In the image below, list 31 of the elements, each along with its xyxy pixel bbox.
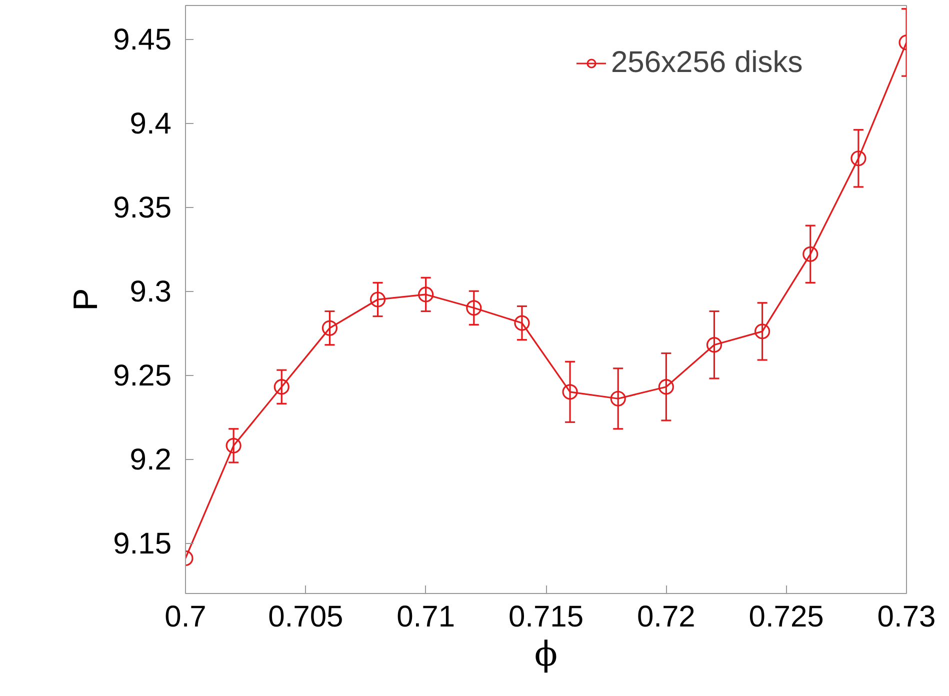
point: [370, 292, 386, 308]
x-tick-label: 0.725: [748, 600, 824, 634]
point: [802, 246, 818, 262]
y-axis-title: P: [67, 288, 106, 311]
x-tick-label: 0.7: [164, 600, 206, 634]
legend-label: 256x256 disks: [611, 46, 803, 80]
x-axis-title: ϕ: [534, 634, 558, 674]
x-tick-label: 0.705: [268, 600, 344, 634]
point: [706, 337, 722, 353]
y-tick-label: 9.35: [113, 192, 172, 225]
y-tick-label: 9.4: [130, 108, 172, 141]
point: [850, 150, 866, 166]
x-tick-label: 0.72: [636, 600, 696, 634]
point: [562, 384, 578, 400]
x-tick-label: 0.715: [508, 600, 584, 634]
x-tick-label: 0.73: [877, 600, 936, 634]
y-tick-label: 9.3: [130, 276, 172, 309]
point: [610, 390, 626, 406]
y-tick-label: 9.15: [113, 528, 172, 561]
point: [274, 379, 290, 395]
point: [226, 438, 242, 454]
y-tick-label: 9.25: [113, 360, 172, 393]
point: [514, 315, 530, 331]
point: [322, 320, 338, 336]
y-tick-label: 9.45: [113, 24, 172, 57]
y-tick-label: 9.2: [130, 444, 172, 477]
point: [466, 300, 482, 316]
x-tick-label: 0.71: [396, 600, 456, 634]
point: [418, 286, 434, 302]
point: [754, 324, 770, 340]
point: [658, 379, 674, 395]
